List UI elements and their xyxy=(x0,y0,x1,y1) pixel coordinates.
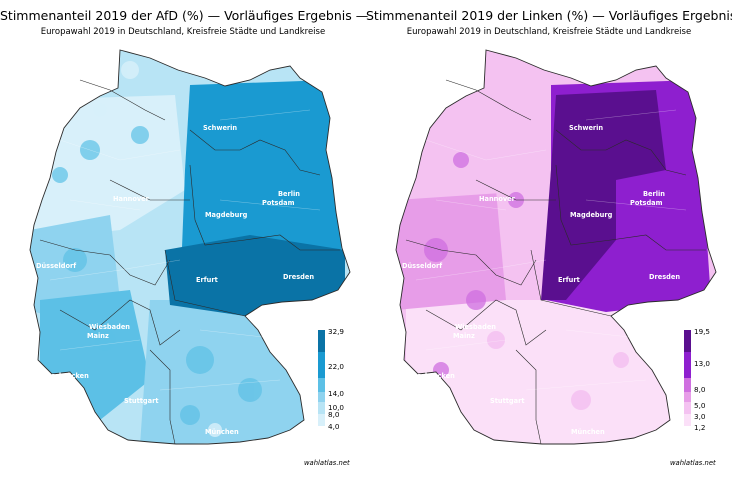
linke-map-panel: Stimmenanteil 2019 der Linken (%) — Vorl… xyxy=(366,0,732,488)
source-credit: wahlatlas.net xyxy=(304,459,350,467)
region-saxony-thuringia xyxy=(165,235,345,316)
legend-colorbar xyxy=(684,330,691,426)
city-label: Magdeburg xyxy=(570,211,613,219)
germany-choropleth-map: Schwerin Berlin Potsdam Hannover Magdebu… xyxy=(29,49,351,445)
legend-tick: 5,0 xyxy=(694,401,706,410)
city-label: Hannover xyxy=(113,195,150,203)
country-border xyxy=(395,49,717,445)
map-title: Stimmenanteil 2019 der Linken (%) — Vorl… xyxy=(366,8,732,23)
legend-tick: 14,0 xyxy=(328,389,345,398)
city-label: Erfurt xyxy=(196,276,218,284)
region-northwest xyxy=(396,95,546,200)
region-west xyxy=(396,190,506,310)
city-label: Hannover xyxy=(479,195,516,203)
city-label: Dresden xyxy=(283,273,314,281)
legend-tick: 3,0 xyxy=(694,412,706,421)
legend-tick: 22,0 xyxy=(328,362,345,371)
district-borders xyxy=(49,109,321,391)
district-borders xyxy=(415,109,687,391)
country-border xyxy=(29,49,351,445)
legend-tick: 19,5 xyxy=(694,327,711,336)
city-label: Saarbrücken xyxy=(42,372,89,380)
region-bavaria xyxy=(140,300,310,444)
map-subtitle: Europawahl 2019 in Deutschland, Kreisfre… xyxy=(40,27,326,37)
city-label: Stuttgart xyxy=(490,397,524,405)
city-label: Potsdam xyxy=(630,199,663,207)
city-label: Berlin xyxy=(643,190,665,198)
city-label: Düsseldorf xyxy=(402,262,442,270)
germany-choropleth-map: Schwerin Berlin Potsdam Hannover Magdebu… xyxy=(395,49,717,445)
state-borders xyxy=(39,79,340,445)
legend-tick: 4,0 xyxy=(328,422,340,431)
city-label: München xyxy=(205,428,239,436)
city-label: Schwerin xyxy=(569,124,603,132)
legend-tick: 32,9 xyxy=(328,327,345,336)
legend-tick: 10,0 xyxy=(328,403,345,412)
legend-tick: 1,2 xyxy=(694,423,706,432)
city-label: München xyxy=(571,428,605,436)
source-credit: wahlatlas.net xyxy=(670,459,716,467)
city-label: Berlin xyxy=(278,190,300,198)
city-label: Wiesbaden xyxy=(89,323,130,331)
map-subtitle: Europawahl 2019 in Deutschland, Kreisfre… xyxy=(406,27,692,37)
legend-tick: 8,0 xyxy=(694,385,706,394)
legend-tick: 8,0 xyxy=(328,410,340,419)
city-label: Wiesbaden xyxy=(455,323,496,331)
city-label: Dresden xyxy=(649,273,680,281)
city-label: Mainz xyxy=(453,332,475,340)
afd-map-panel: Stimmenanteil 2019 der AfD (%) — Vorläuf… xyxy=(0,8,369,467)
region-south xyxy=(406,300,676,444)
legend-colorbar xyxy=(318,330,325,426)
city-label: Düsseldorf xyxy=(36,262,76,270)
city-label: Schwerin xyxy=(203,124,237,132)
city-label: Magdeburg xyxy=(205,211,248,219)
city-label: Saarbrücken xyxy=(408,372,455,380)
city-label: Mainz xyxy=(87,332,109,340)
state-borders xyxy=(405,79,706,445)
legend-tick: 13,0 xyxy=(694,359,711,368)
city-label: Erfurt xyxy=(558,276,580,284)
map-title: Stimmenanteil 2019 der AfD (%) — Vorläuf… xyxy=(0,8,369,23)
region-east-core xyxy=(541,90,666,300)
city-label: Potsdam xyxy=(262,199,295,207)
city-label: Stuttgart xyxy=(124,397,158,405)
